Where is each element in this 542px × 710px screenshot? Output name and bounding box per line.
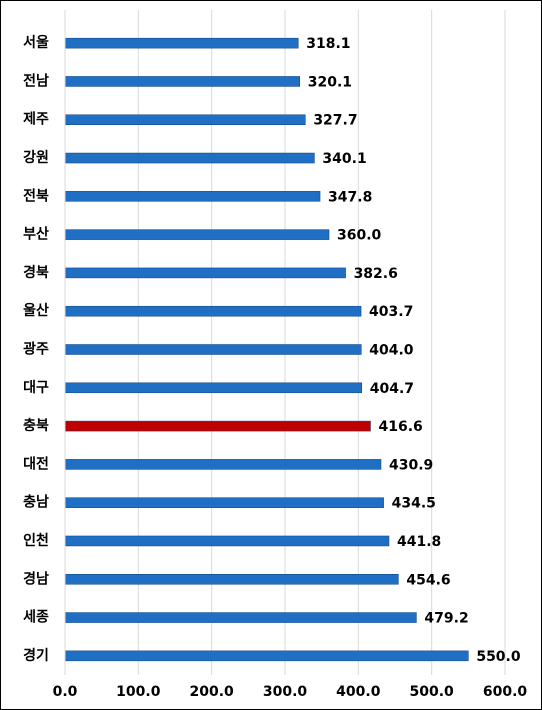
- value-label: 347.8: [328, 189, 372, 205]
- bar: [64, 459, 382, 470]
- bar: [64, 382, 363, 394]
- y-tick-label: 강원: [23, 149, 49, 166]
- value-label: 479.2: [424, 611, 468, 627]
- y-tick-label: 전북: [23, 187, 49, 204]
- y-tick-label: 대전: [23, 455, 49, 472]
- y-tick-label: 전남: [23, 72, 49, 89]
- x-tick-label: 500.0: [410, 684, 455, 700]
- y-tick-label: 경북: [23, 264, 49, 281]
- value-label: 320.1: [308, 74, 352, 90]
- x-tick-label: 0.0: [53, 684, 78, 700]
- bar: [64, 191, 321, 202]
- bar: [64, 574, 399, 585]
- value-label: 454.6: [406, 572, 450, 588]
- bar: [64, 229, 330, 240]
- bar: [64, 612, 417, 623]
- value-label: 403.7: [369, 304, 413, 320]
- y-tick-label: 세종: [23, 610, 49, 626]
- value-label: 360.0: [337, 228, 382, 244]
- x-tick-label: 300.0: [263, 684, 308, 700]
- value-label: 404.7: [370, 381, 414, 397]
- value-label: 550.0: [476, 649, 521, 665]
- bar: [64, 420, 371, 432]
- x-tick-label: 100.0: [116, 684, 161, 700]
- value-label: 340.1: [322, 151, 366, 167]
- bar: [64, 650, 469, 662]
- bar: [64, 305, 362, 317]
- bar: [64, 344, 362, 355]
- y-tick-label: 경남: [23, 570, 49, 587]
- bar: [64, 497, 384, 508]
- value-label: 327.7: [313, 113, 357, 129]
- value-label: 441.8: [397, 534, 441, 550]
- y-tick-label: 대구: [23, 380, 49, 396]
- bar: [64, 152, 315, 164]
- y-tick-label: 경기: [23, 647, 49, 664]
- value-label: 430.9: [389, 457, 433, 473]
- bar: [64, 37, 299, 49]
- bar: [64, 114, 306, 125]
- y-tick-label: 제주: [23, 112, 49, 128]
- y-tick-label: 충남: [23, 494, 49, 511]
- y-tick-label: 부산: [23, 226, 49, 243]
- bar: [64, 535, 390, 547]
- y-tick-label: 울산: [23, 302, 49, 319]
- y-tick-label: 인천: [23, 532, 49, 549]
- bar: [64, 267, 346, 279]
- x-tick-label: 400.0: [336, 684, 381, 700]
- value-label: 404.0: [369, 343, 414, 359]
- bar: [64, 76, 300, 87]
- y-tick-label: 충북: [23, 418, 49, 434]
- x-tick-label: 600.0: [483, 684, 528, 700]
- value-label: 318.1: [306, 36, 350, 52]
- x-tick-label: 200.0: [190, 684, 235, 700]
- y-tick-label: 광주: [23, 341, 49, 358]
- value-label: 416.6: [379, 419, 423, 435]
- value-label: 434.5: [392, 496, 436, 512]
- y-tick-label: 서울: [23, 34, 49, 51]
- value-label: 382.6: [354, 266, 398, 282]
